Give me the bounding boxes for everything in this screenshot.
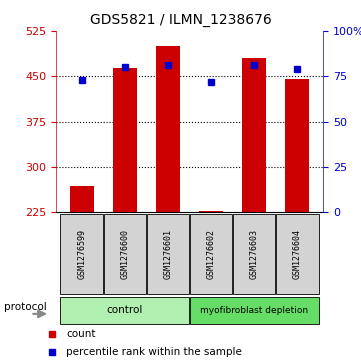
Bar: [70, 186, 93, 212]
Text: myofibroblast depletion: myofibroblast depletion: [200, 306, 308, 315]
Text: protocol: protocol: [4, 302, 46, 312]
FancyBboxPatch shape: [104, 214, 146, 294]
Bar: [156, 46, 180, 212]
Text: control: control: [107, 305, 143, 315]
FancyBboxPatch shape: [61, 214, 103, 294]
FancyBboxPatch shape: [147, 214, 189, 294]
Text: count: count: [66, 329, 96, 339]
FancyBboxPatch shape: [61, 297, 189, 324]
Text: GSM1276602: GSM1276602: [206, 229, 216, 279]
FancyBboxPatch shape: [233, 214, 275, 294]
Text: GSM1276599: GSM1276599: [77, 229, 86, 279]
FancyBboxPatch shape: [190, 297, 318, 324]
FancyBboxPatch shape: [190, 214, 232, 294]
Text: GSM1276601: GSM1276601: [164, 229, 173, 279]
Text: GSM1276603: GSM1276603: [250, 229, 258, 279]
Bar: [242, 58, 266, 212]
Text: GSM1276604: GSM1276604: [293, 229, 302, 279]
Text: percentile rank within the sample: percentile rank within the sample: [66, 347, 242, 357]
Bar: [286, 79, 309, 212]
Bar: [113, 68, 137, 212]
Text: GDS5821 / ILMN_1238676: GDS5821 / ILMN_1238676: [90, 13, 271, 27]
Text: GSM1276600: GSM1276600: [121, 229, 129, 279]
FancyBboxPatch shape: [276, 214, 318, 294]
Bar: [199, 211, 223, 212]
